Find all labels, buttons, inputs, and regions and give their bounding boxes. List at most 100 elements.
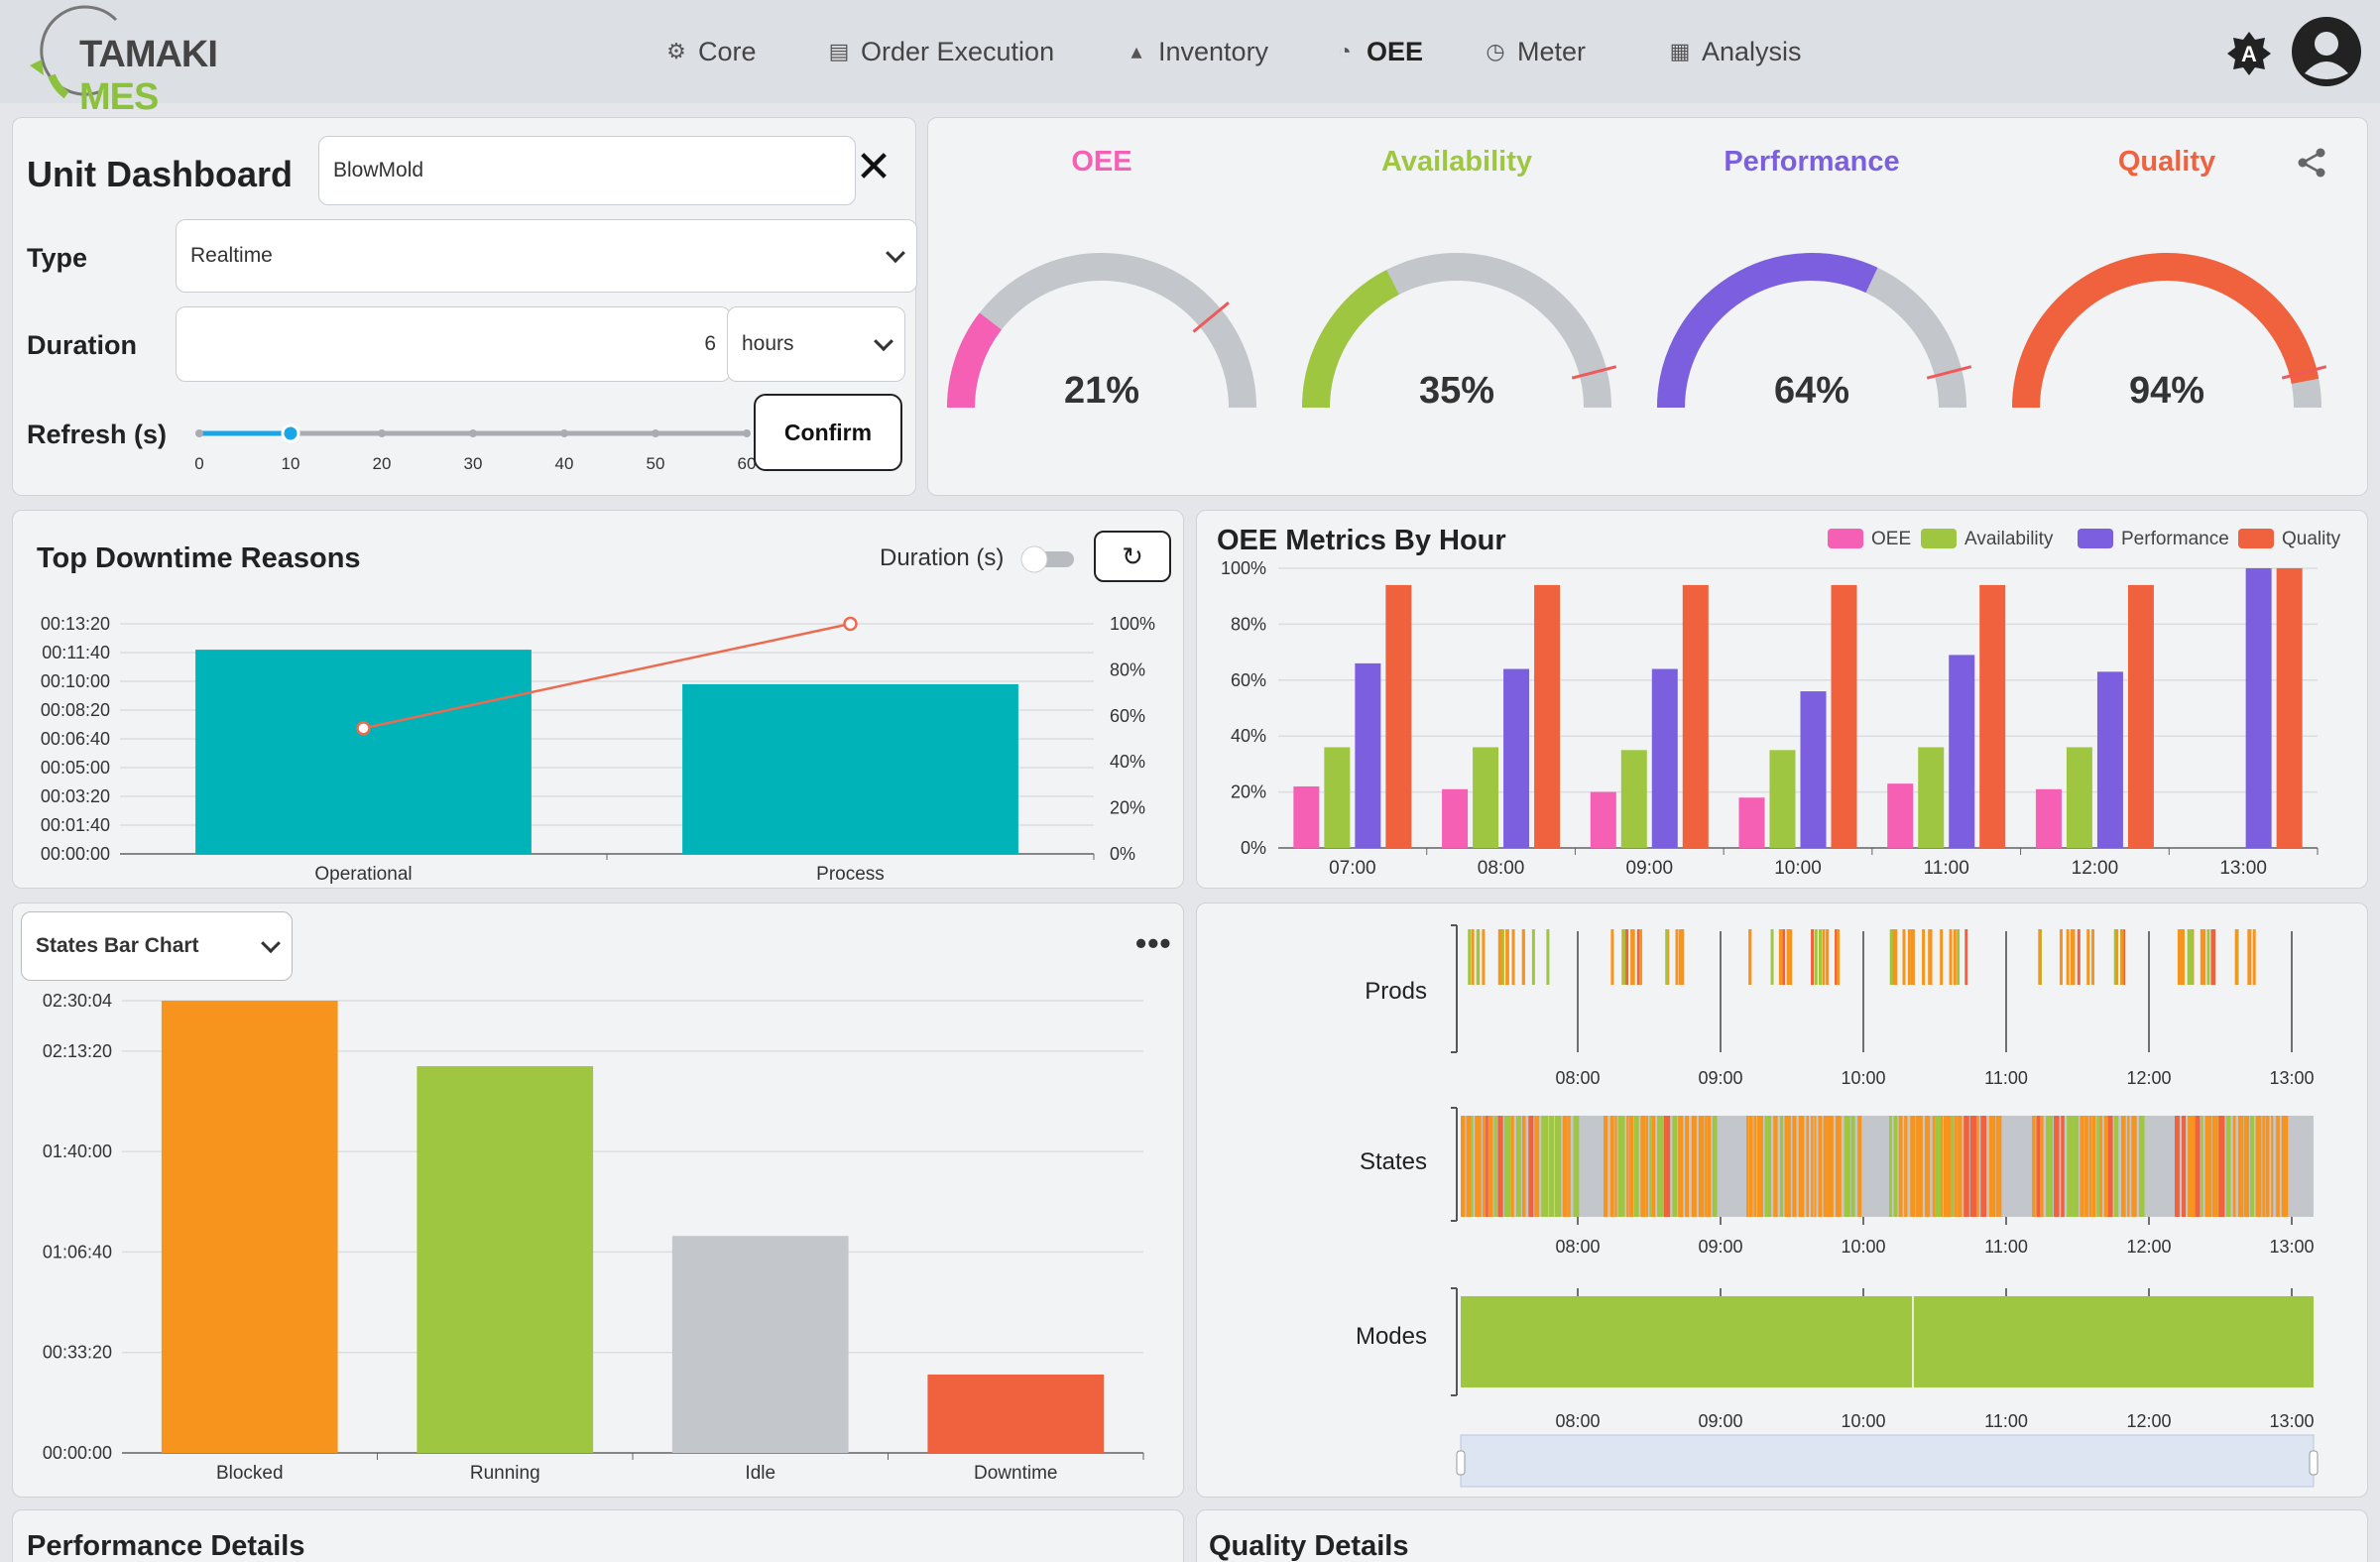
state-stripe	[1493, 1116, 1497, 1217]
theme-icon: A	[2227, 32, 2271, 75]
theme-toggle-button[interactable]: A	[2225, 30, 2273, 77]
state-stripe	[1925, 1116, 1931, 1217]
oee-by-hour-chart: 0% 20% 40% 60% 80% 100% 07:00 08:00 09:00 10:00 11…	[1221, 529, 2341, 879]
confirm-button[interactable]: Confirm	[754, 394, 902, 471]
nav-oee[interactable]: ◔ OEE	[1333, 28, 1423, 75]
timeline-row-label: Modes	[1356, 1323, 1427, 1350]
state-stripe	[1712, 1116, 1718, 1217]
timeline-row-label: Prods	[1365, 978, 1427, 1005]
y-tick-label: 0%	[1241, 838, 1266, 858]
hour-bar	[1620, 750, 1647, 848]
prod-event-mark	[1894, 929, 1898, 985]
user-icon	[2292, 17, 2361, 86]
state-stripe	[2084, 1116, 2088, 1217]
more-options-icon[interactable]: •••	[1135, 925, 1172, 961]
prod-event-mark	[2059, 929, 2063, 985]
state-stripe	[1705, 1116, 1708, 1217]
x-tick-label: Blocked	[216, 1463, 284, 1484]
hour-bar	[1831, 584, 1857, 848]
duration-input[interactable]: 6	[176, 306, 731, 382]
state-stripe	[1857, 1116, 1862, 1217]
prod-event-mark	[1949, 929, 1953, 985]
timeline-row-label: States	[1360, 1148, 1427, 1175]
nav-meter[interactable]: ◷ Meter	[1484, 28, 1586, 75]
y-tick-label: 20%	[1231, 782, 1266, 802]
nav-analysis[interactable]: ▦ Analysis	[1668, 28, 1802, 75]
prod-event-mark	[1681, 929, 1685, 985]
unit-input[interactable]: BlowMold	[318, 136, 856, 205]
prod-event-mark	[1786, 929, 1790, 985]
prod-event-mark	[2190, 929, 2194, 985]
gauge-quality	[2012, 253, 2327, 409]
nav-order-execution[interactable]: ▤ Order Execution	[827, 28, 1055, 75]
hour-bar	[2276, 568, 2303, 848]
state-stripe	[1573, 1116, 1580, 1217]
oee-by-hour-title: OEE Metrics By Hour	[1217, 525, 1506, 556]
state-stripe	[2120, 1116, 2126, 1217]
state-stripe	[1764, 1116, 1772, 1217]
prod-event-mark	[1748, 929, 1752, 985]
user-avatar[interactable]	[2291, 16, 2362, 87]
gauge-availability	[1302, 253, 1617, 409]
gear-icon: ⚙	[666, 39, 686, 63]
prod-event-mark	[2070, 929, 2074, 985]
state-stripe	[2036, 1116, 2041, 1217]
prod-event-mark	[1610, 929, 1614, 985]
close-icon[interactable]: ✕	[855, 143, 892, 191]
nav-inventory[interactable]: ▴ Inventory	[1125, 28, 1268, 75]
slider-tick-label: 50	[647, 454, 665, 473]
pareto-line	[363, 622, 851, 730]
duration-unit-value: hours	[742, 332, 794, 355]
prod-event-mark	[2181, 929, 2185, 985]
refresh-slider[interactable]: 0 10 20 30 40 50 60	[176, 406, 761, 485]
slider-handle[interactable]	[281, 423, 300, 443]
duration-unit-select[interactable]: hours	[727, 306, 905, 382]
state-bar	[671, 1236, 849, 1453]
state-stripe	[1976, 1116, 1979, 1217]
gauge-performance	[1657, 253, 1972, 409]
state-stripe	[1779, 1116, 1784, 1217]
state-stripe	[1521, 1116, 1526, 1217]
gauge-icon: ◔	[1338, 39, 1352, 63]
top-navigation-bar: TAMAKI MES ⚙ Core ▤ Order Execution ▴ Inven…	[0, 0, 2380, 118]
x-tick-label: 10:00	[1774, 858, 1822, 879]
state-stripe	[1678, 1116, 1684, 1217]
y-tick-label: 100%	[1221, 558, 1266, 578]
prod-event-mark	[1779, 929, 1783, 985]
share-button[interactable]	[2295, 146, 2328, 180]
state-stripe	[1943, 1116, 1951, 1217]
prod-event-mark	[1531, 929, 1535, 985]
duration-toggle[interactable]	[1018, 544, 1080, 574]
state-stripe	[1910, 1116, 1916, 1217]
state-stripe	[1634, 1116, 1639, 1217]
type-select[interactable]: Realtime	[176, 219, 917, 293]
refresh-button[interactable]: ↻	[1094, 531, 1171, 582]
legend-label: Quality	[2282, 529, 2341, 549]
state-stripe	[2249, 1116, 2255, 1217]
prod-event-mark	[2247, 929, 2251, 985]
state-stripe	[1827, 1116, 1834, 1217]
state-stripe	[1904, 1116, 1908, 1217]
state-stripe	[1951, 1116, 1955, 1217]
nav-core[interactable]: ⚙ Core	[664, 28, 756, 75]
tamaki-logo[interactable]: TAMAKI MES	[22, 4, 250, 118]
state-stripe	[1510, 1116, 1514, 1217]
prod-event-mark	[1902, 929, 1906, 985]
chart-type-select[interactable]: States Bar Chart	[21, 911, 293, 981]
x-tick-label: 07:00	[1329, 858, 1376, 879]
chart-icon: ▦	[1669, 39, 1691, 63]
state-stripe	[1549, 1116, 1554, 1217]
downtime-bar	[682, 683, 1018, 854]
x-tick-label: 13:00	[2269, 1411, 2314, 1431]
y-tick-label: 00:03:20	[41, 786, 110, 806]
hour-bar	[1503, 668, 1530, 848]
prod-event-mark	[2115, 929, 2119, 985]
y-tick-label: 00:05:00	[41, 758, 110, 778]
prod-event-mark	[2210, 929, 2214, 985]
hour-bar	[1590, 791, 1616, 848]
oee-gauges-card: OEE 21% Availability 35% Performance 64% Quali…	[927, 117, 2368, 496]
legend-label: Availability	[1964, 529, 2054, 549]
hour-bar	[1473, 747, 1499, 848]
prod-event-mark	[1907, 929, 1911, 985]
hour-bar	[1324, 747, 1351, 848]
